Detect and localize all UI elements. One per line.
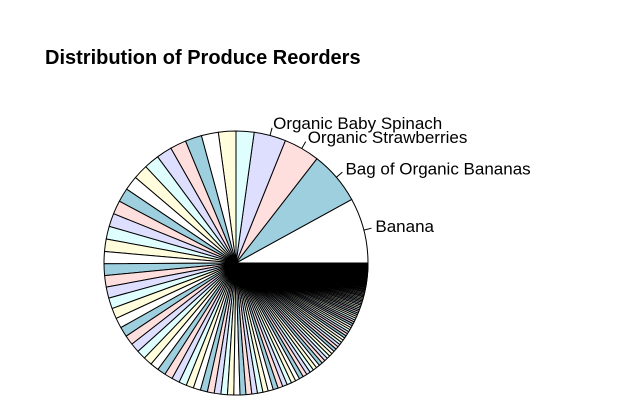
pie-label: Organic Baby Spinach — [273, 114, 442, 133]
pie-slices — [103, 130, 369, 396]
pie-label: Banana — [375, 217, 434, 236]
chart-title: Distribution of Produce Reorders — [45, 47, 361, 69]
pie-label-leader — [363, 227, 372, 231]
pie-label-leader — [269, 127, 273, 136]
pie-label-leader — [301, 141, 307, 149]
pie-label-leader — [336, 171, 343, 178]
pie-labels: Banana Bag of Organic Bananas Organic Stra… — [269, 114, 531, 236]
pie-label: Organic Strawberries — [308, 128, 468, 147]
pie-label: Bag of Organic Bananas — [345, 160, 530, 179]
